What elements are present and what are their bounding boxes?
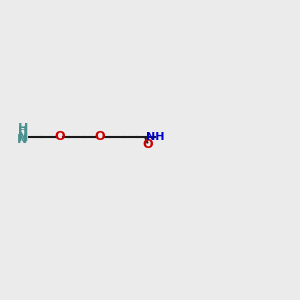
Text: O: O xyxy=(142,138,153,151)
Text: N: N xyxy=(18,130,28,144)
Text: H: H xyxy=(18,122,28,135)
Text: H: H xyxy=(18,126,26,136)
Text: O: O xyxy=(54,130,65,143)
Text: NH: NH xyxy=(146,131,165,142)
Text: N: N xyxy=(16,133,27,146)
Text: O: O xyxy=(95,130,105,143)
